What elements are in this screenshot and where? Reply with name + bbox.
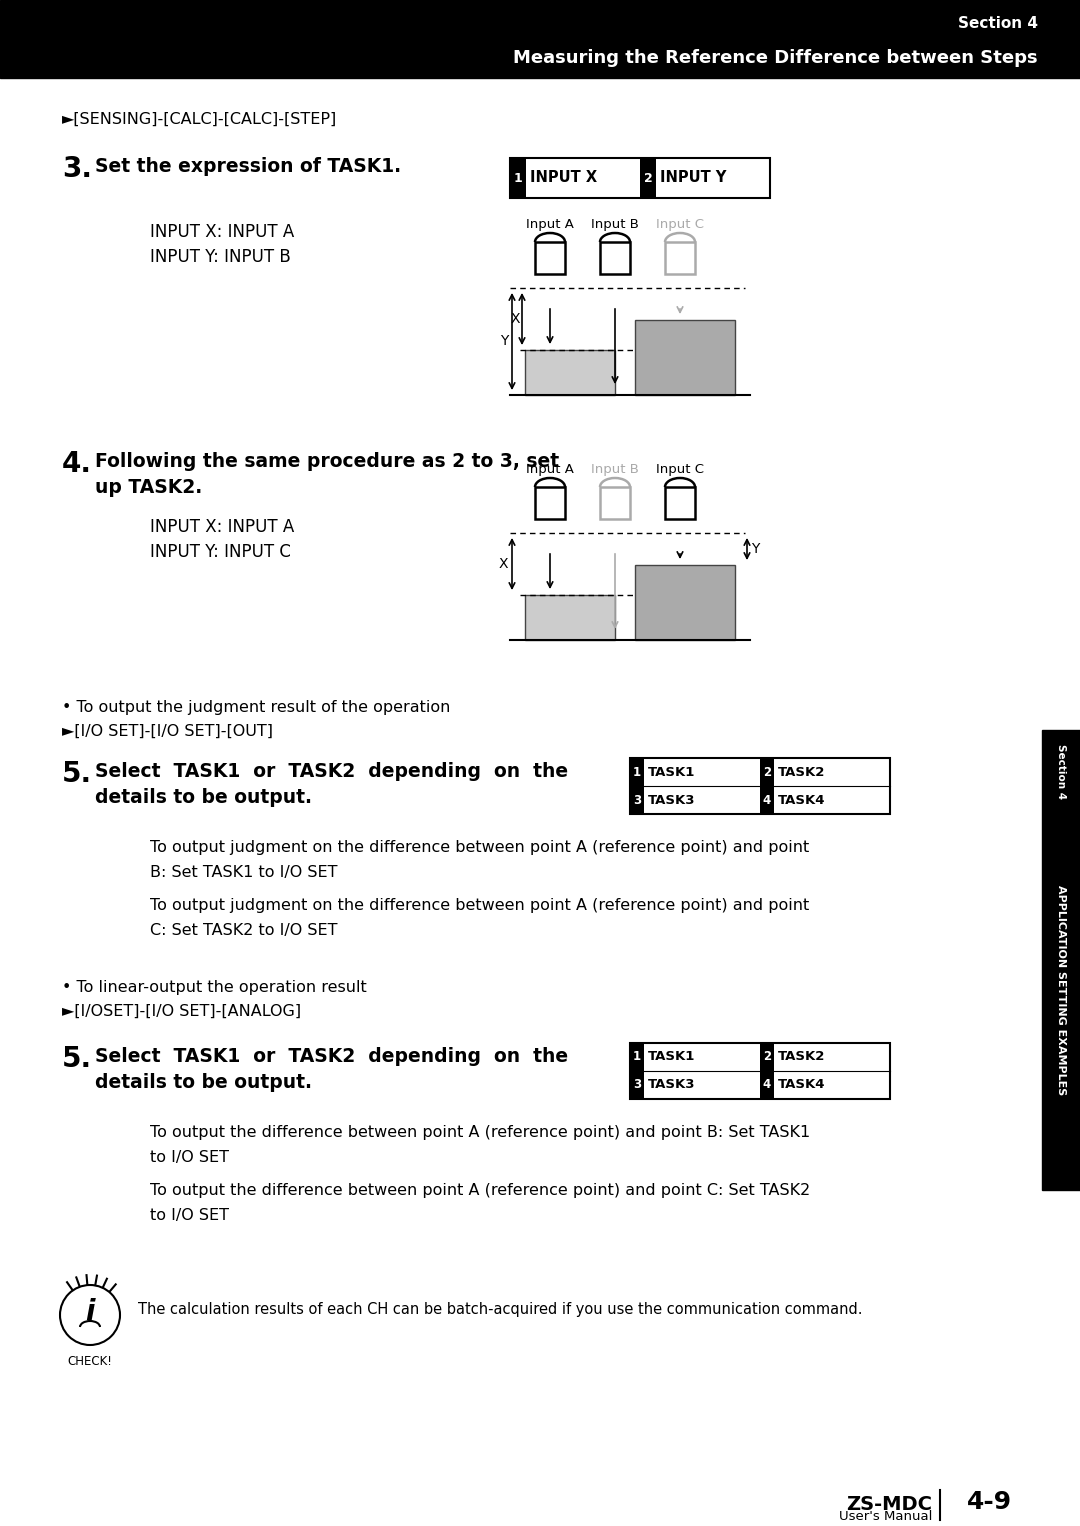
- Text: APPLICATION SETTING EXAMPLES: APPLICATION SETTING EXAMPLES: [1056, 885, 1066, 1096]
- Text: TASK2: TASK2: [778, 766, 825, 778]
- Text: INPUT X: INPUT X: [530, 171, 597, 186]
- Bar: [600, 487, 630, 519]
- Bar: [635, 320, 735, 395]
- Text: 4-9: 4-9: [968, 1489, 1013, 1514]
- Text: INPUT Y: INPUT C: INPUT Y: INPUT C: [150, 543, 291, 562]
- Text: 5.: 5.: [62, 760, 92, 787]
- Bar: [600, 243, 630, 275]
- Text: To output the difference between point A (reference point) and point C: Set TASK: To output the difference between point A…: [150, 1183, 810, 1198]
- Text: TASK3: TASK3: [648, 1079, 696, 1091]
- Text: TASK2: TASK2: [778, 1050, 825, 1064]
- Text: B: Set TASK1 to I/O SET: B: Set TASK1 to I/O SET: [150, 865, 337, 881]
- Text: User's Manual: User's Manual: [839, 1511, 932, 1523]
- Bar: [630, 758, 644, 786]
- Text: Input A: Input A: [526, 462, 573, 476]
- Text: X: X: [511, 311, 519, 327]
- Text: up TASK2.: up TASK2.: [95, 478, 202, 497]
- Bar: [665, 243, 696, 275]
- Text: 4.: 4.: [62, 450, 92, 478]
- Text: Input B: Input B: [591, 462, 639, 476]
- Circle shape: [60, 1285, 120, 1344]
- Bar: [1042, 729, 1080, 1190]
- Text: Y: Y: [500, 334, 508, 348]
- Text: CHECK!: CHECK!: [68, 1355, 112, 1367]
- Text: ►[I/OSET]-[I/O SET]-[ANALOG]: ►[I/OSET]-[I/O SET]-[ANALOG]: [62, 1004, 301, 1019]
- Text: • To output the judgment result of the operation: • To output the judgment result of the o…: [62, 700, 450, 716]
- Text: 2: 2: [762, 1050, 771, 1064]
- Text: INPUT X: INPUT A: INPUT X: INPUT A: [150, 223, 294, 241]
- Text: Section 4: Section 4: [1056, 745, 1066, 800]
- Text: details to be output.: details to be output.: [95, 787, 312, 807]
- Text: ►[I/O SET]-[I/O SET]-[OUT]: ►[I/O SET]-[I/O SET]-[OUT]: [62, 723, 273, 739]
- Text: TASK1: TASK1: [648, 766, 696, 778]
- Text: Select  TASK1  or  TASK2  depending  on  the: Select TASK1 or TASK2 depending on the: [95, 761, 568, 781]
- Bar: [760, 1071, 774, 1099]
- Bar: [760, 758, 774, 786]
- Text: 1: 1: [633, 1050, 642, 1064]
- Text: ZS-MDC: ZS-MDC: [846, 1495, 932, 1514]
- Text: The calculation results of each CH can be batch-acquired if you use the communic: The calculation results of each CH can b…: [138, 1302, 863, 1317]
- Text: 1: 1: [514, 171, 523, 185]
- Text: Input C: Input C: [656, 462, 704, 476]
- Text: Y: Y: [751, 542, 759, 555]
- Bar: [630, 786, 644, 813]
- Text: TASK4: TASK4: [778, 794, 825, 807]
- Text: to I/O SET: to I/O SET: [150, 1151, 229, 1164]
- Text: Input B: Input B: [591, 218, 639, 230]
- Text: details to be output.: details to be output.: [95, 1073, 312, 1093]
- Bar: [665, 487, 696, 519]
- Bar: [630, 1071, 644, 1099]
- Bar: [635, 565, 735, 639]
- Text: i: i: [85, 1299, 95, 1326]
- Text: C: Set TASK2 to I/O SET: C: Set TASK2 to I/O SET: [150, 923, 337, 938]
- Bar: [535, 487, 565, 519]
- Text: To output judgment on the difference between point A (reference point) and point: To output judgment on the difference bet…: [150, 839, 809, 855]
- Text: Input C: Input C: [656, 218, 704, 230]
- Text: To output judgment on the difference between point A (reference point) and point: To output judgment on the difference bet…: [150, 897, 809, 913]
- Text: Select  TASK1  or  TASK2  depending  on  the: Select TASK1 or TASK2 depending on the: [95, 1047, 568, 1067]
- Text: TASK3: TASK3: [648, 794, 696, 807]
- Text: 1: 1: [633, 766, 642, 778]
- Text: INPUT X: INPUT A: INPUT X: INPUT A: [150, 517, 294, 536]
- Text: 2: 2: [762, 766, 771, 778]
- Text: To output the difference between point A (reference point) and point B: Set TASK: To output the difference between point A…: [150, 1125, 810, 1140]
- Text: • To linear-output the operation result: • To linear-output the operation result: [62, 980, 367, 995]
- Text: TASK1: TASK1: [648, 1050, 696, 1064]
- Text: INPUT Y: INPUT Y: [660, 171, 727, 186]
- Bar: [760, 786, 774, 813]
- Bar: [510, 159, 526, 198]
- Bar: [535, 243, 565, 275]
- Text: ►[SENSING]-[CALC]-[CALC]-[STEP]: ►[SENSING]-[CALC]-[CALC]-[STEP]: [62, 111, 337, 127]
- Text: Measuring the Reference Difference between Steps: Measuring the Reference Difference betwe…: [513, 49, 1038, 67]
- Text: INPUT Y: INPUT B: INPUT Y: INPUT B: [150, 249, 291, 266]
- Text: 3: 3: [633, 1079, 642, 1091]
- Bar: [640, 159, 656, 198]
- Text: 2: 2: [644, 171, 652, 185]
- Bar: [760, 1042, 774, 1071]
- Bar: [630, 1042, 644, 1071]
- Bar: [525, 595, 615, 639]
- Text: TASK4: TASK4: [778, 1079, 825, 1091]
- Text: Following the same procedure as 2 to 3, set: Following the same procedure as 2 to 3, …: [95, 452, 559, 472]
- Text: Input A: Input A: [526, 218, 573, 230]
- Text: 3.: 3.: [62, 156, 92, 183]
- Text: X: X: [499, 557, 508, 571]
- Bar: [0, 0, 1080, 78]
- Bar: [630, 758, 890, 813]
- Text: 5.: 5.: [62, 1045, 92, 1073]
- Text: Section 4: Section 4: [958, 17, 1038, 32]
- Bar: [510, 159, 770, 198]
- Bar: [630, 1042, 890, 1099]
- Text: 4: 4: [762, 1079, 771, 1091]
- Text: 4: 4: [762, 794, 771, 807]
- Bar: [525, 349, 615, 395]
- Text: Set the expression of TASK1.: Set the expression of TASK1.: [95, 157, 401, 175]
- Text: to I/O SET: to I/O SET: [150, 1209, 229, 1222]
- Text: 3: 3: [633, 794, 642, 807]
